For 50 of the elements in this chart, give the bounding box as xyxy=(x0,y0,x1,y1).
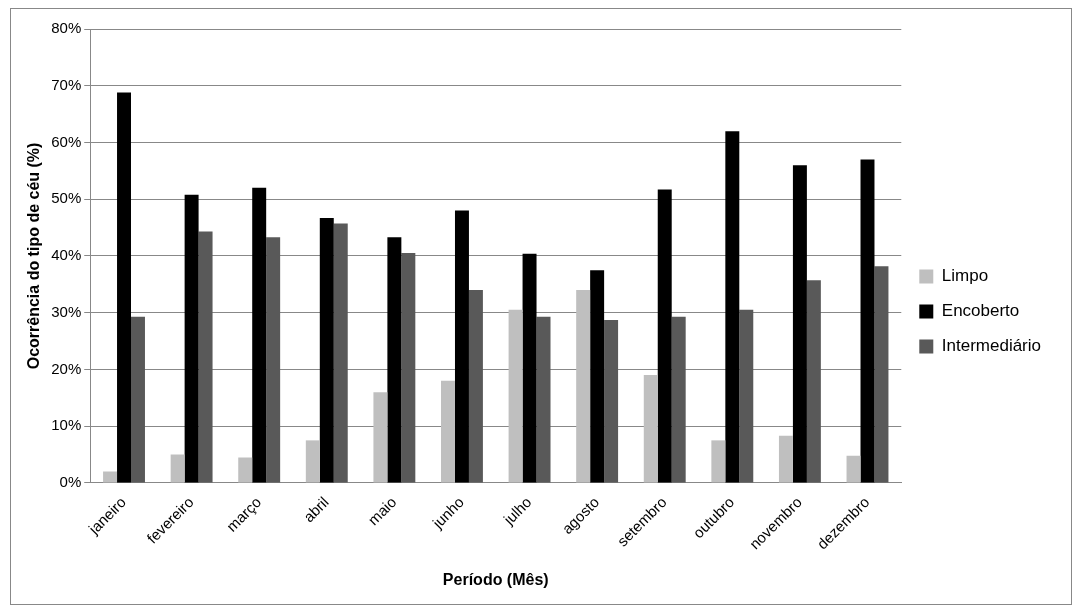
bar xyxy=(117,92,131,483)
x-axis-title: Período (Mês) xyxy=(442,570,549,588)
bar xyxy=(333,223,348,483)
bar xyxy=(874,266,889,483)
bar xyxy=(170,454,185,483)
bar xyxy=(536,316,551,483)
bar xyxy=(387,237,402,483)
bar xyxy=(454,210,469,483)
bar xyxy=(846,455,861,483)
bar xyxy=(441,380,455,483)
y-tick-label: 20% xyxy=(51,359,82,377)
bar xyxy=(319,217,334,483)
bar xyxy=(860,159,875,483)
bar xyxy=(373,392,388,483)
y-axis-title: Ocorrência do tipo de céu (%) xyxy=(25,142,43,370)
bar xyxy=(401,253,416,483)
bar xyxy=(778,435,793,483)
y-tick-label: 50% xyxy=(51,189,82,207)
bar xyxy=(604,320,619,483)
bar xyxy=(657,189,672,483)
bar xyxy=(576,290,591,483)
legend-label: Intermediário xyxy=(941,336,1042,356)
bar xyxy=(266,237,281,483)
bar xyxy=(806,280,821,483)
bar xyxy=(711,440,726,483)
legend-label: Limpo xyxy=(941,266,989,286)
y-tick-label: 30% xyxy=(51,302,82,320)
y-tick-label: 80% xyxy=(51,19,82,37)
legend-label: Encoberto xyxy=(941,301,1020,321)
bar xyxy=(671,316,686,483)
bar xyxy=(643,375,658,483)
bar xyxy=(792,165,807,483)
y-tick-label: 40% xyxy=(51,246,82,264)
bar xyxy=(590,270,605,483)
bar xyxy=(238,457,253,483)
y-tick-label: 70% xyxy=(51,75,82,93)
bar xyxy=(198,231,213,483)
bar xyxy=(131,316,145,483)
y-tick-label: 10% xyxy=(51,416,82,434)
bar xyxy=(252,187,267,483)
bar xyxy=(508,309,523,483)
y-tick-label: 0% xyxy=(59,473,82,491)
bar xyxy=(739,309,754,483)
bar xyxy=(468,290,483,483)
y-tick-label: 60% xyxy=(51,132,82,150)
bar xyxy=(725,131,740,483)
bar xyxy=(305,440,320,483)
bar xyxy=(103,471,118,483)
bar xyxy=(522,253,537,483)
bar xyxy=(184,194,199,483)
